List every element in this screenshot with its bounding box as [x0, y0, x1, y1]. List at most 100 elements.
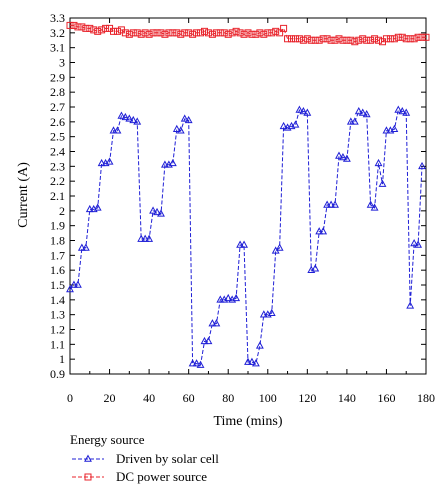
data-point: [327, 36, 335, 44]
data-point: [157, 209, 165, 217]
data-point: [172, 124, 181, 133]
data-point: [390, 124, 399, 133]
series-line: [70, 24, 426, 43]
data-point: [236, 240, 245, 248]
data-point: [295, 35, 303, 43]
legend: Energy source Driven by solar cell DC pow…: [70, 432, 219, 484]
y-tick-label: 2.7: [50, 100, 65, 114]
data-point: [121, 112, 130, 121]
data-point: [256, 29, 264, 37]
x-tick-label: 100: [259, 391, 277, 405]
data-point: [181, 29, 189, 37]
y-tick-label: 1.2: [50, 323, 65, 337]
data-point: [418, 33, 426, 41]
data-point: [394, 105, 403, 113]
data-point: [160, 160, 169, 168]
data-point: [204, 336, 213, 345]
data-point: [402, 108, 411, 116]
data-point: [189, 30, 197, 38]
data-point: [193, 29, 201, 37]
data-point: [307, 36, 315, 44]
data-point: [295, 105, 304, 113]
data-point: [232, 293, 241, 302]
data-point: [141, 234, 150, 242]
data-point: [70, 280, 78, 288]
data-point: [153, 29, 161, 37]
data-point: [414, 240, 423, 248]
data-point: [299, 36, 307, 44]
y-tick-label: 1.7: [50, 248, 65, 262]
data-point: [180, 114, 189, 122]
y-tick-label: 3.3: [50, 11, 65, 25]
data-point: [228, 29, 236, 37]
data-point: [216, 29, 224, 37]
data-point: [78, 23, 86, 31]
data-point: [375, 36, 383, 44]
data-point: [390, 35, 398, 43]
data-point: [264, 29, 272, 37]
data-point: [347, 36, 355, 44]
data-point: [169, 29, 177, 37]
data-point: [212, 319, 221, 327]
data-point: [339, 36, 347, 44]
data-point: [410, 35, 418, 43]
y-tick-label: 3.1: [50, 41, 65, 55]
series-line: [69, 109, 423, 366]
data-point: [299, 107, 308, 115]
data-point: [366, 200, 375, 208]
y-tick-label: 1.9: [50, 219, 65, 233]
data-point: [82, 24, 90, 32]
y-tick-label: 2.6: [50, 115, 65, 129]
x-tick-label: 120: [298, 391, 316, 405]
y-tick-label: 2: [59, 204, 65, 218]
data-point: [113, 27, 121, 35]
data-point: [331, 200, 339, 208]
data-point: [359, 35, 367, 43]
data-point: [236, 29, 244, 37]
data-point: [291, 35, 299, 43]
y-tick-label: 0.9: [50, 367, 65, 381]
y-tick-label: 1: [59, 352, 65, 366]
data-point: [355, 36, 363, 44]
x-tick-label: 60: [183, 391, 195, 405]
y-tick-label: 2.3: [50, 159, 65, 173]
data-point: [382, 126, 391, 134]
data-point: [141, 29, 149, 37]
y-tick-label: 2.9: [50, 70, 65, 84]
data-point: [109, 126, 118, 134]
data-point: [350, 117, 359, 125]
data-point: [212, 29, 220, 37]
data-point: [323, 200, 332, 208]
data-point: [73, 280, 82, 288]
y-tick-label: 3: [59, 56, 65, 70]
data-point: [370, 203, 379, 211]
data-point: [185, 29, 193, 37]
legend-item: Driven by solar cell: [72, 451, 219, 466]
data-point: [129, 29, 137, 37]
data-point: [110, 27, 118, 35]
data-point: [358, 108, 367, 116]
y-tick-label: 2.1: [50, 189, 65, 203]
data-point: [402, 35, 410, 43]
data-point: [208, 30, 216, 38]
data-point: [410, 239, 419, 247]
data-point: [70, 21, 78, 29]
y-tick-label: 1.8: [50, 234, 65, 248]
data-point: [232, 27, 240, 35]
data-point: [315, 36, 323, 44]
series-layer: [66, 21, 430, 368]
data-point: [275, 243, 284, 251]
data-point: [244, 29, 252, 37]
data-point: [303, 108, 312, 116]
data-point: [382, 35, 390, 43]
y-tick-label: 2.8: [50, 85, 65, 99]
data-point: [157, 29, 165, 37]
data-point: [145, 30, 153, 38]
data-point: [386, 35, 394, 43]
y-tick-label: 3.2: [50, 26, 65, 40]
data-point: [86, 24, 94, 32]
data-point: [66, 21, 74, 29]
data-point: [125, 30, 133, 38]
data-point: [260, 30, 268, 38]
